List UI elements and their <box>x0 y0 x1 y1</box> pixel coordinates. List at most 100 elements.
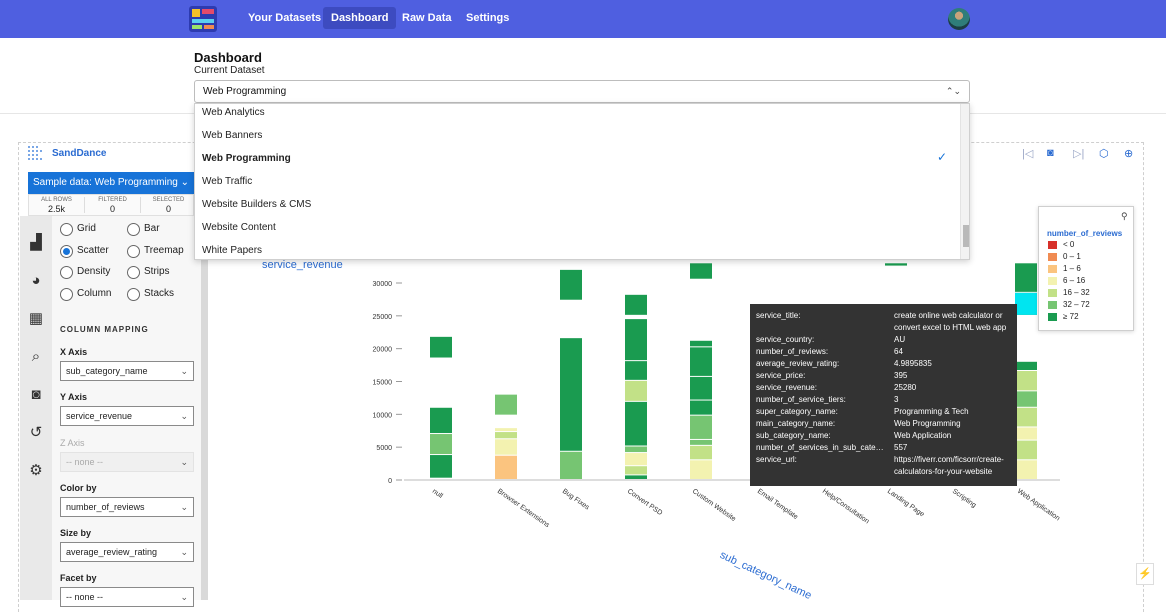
legend-item[interactable]: 6 – 16 <box>1048 276 1085 286</box>
legend-title[interactable]: number_of_reviews <box>1047 229 1123 238</box>
scrollbar-thumb[interactable] <box>963 225 969 247</box>
y-axis-dropdown[interactable]: service_revenue ⌄ <box>60 406 194 426</box>
data-bar-segment[interactable] <box>625 319 647 361</box>
x-axis-dropdown[interactable]: sub_category_name ⌄ <box>60 361 194 381</box>
data-bar-segment[interactable] <box>690 400 712 415</box>
table-icon[interactable]: ▦ <box>28 310 44 327</box>
data-bar-segment[interactable] <box>690 340 712 347</box>
radio-density[interactable]: Density <box>60 265 110 279</box>
data-bar-segment[interactable] <box>430 434 452 455</box>
first-icon[interactable]: |◁ <box>1022 148 1034 160</box>
legend-item[interactable]: 16 – 32 <box>1048 288 1090 298</box>
data-bar-segment[interactable] <box>430 336 452 358</box>
search-icon[interactable]: ⌕ <box>31 348 41 365</box>
color-by-dropdown[interactable]: number_of_reviews ⌄ <box>60 497 194 517</box>
data-bar-segment[interactable] <box>885 263 907 266</box>
data-bar-segment[interactable] <box>1015 263 1037 292</box>
data-bar-segment[interactable] <box>1015 361 1037 370</box>
dropdown-scrollbar[interactable] <box>960 104 969 259</box>
data-bar-segment[interactable] <box>690 347 712 376</box>
data-bar-segment[interactable] <box>625 294 647 315</box>
data-bar-segment[interactable] <box>1015 427 1037 440</box>
data-bar-segment[interactable] <box>1015 460 1037 479</box>
legend-item[interactable]: 0 – 1 <box>1048 252 1081 262</box>
data-bar-segment[interactable] <box>625 466 647 475</box>
data-bar-segment[interactable] <box>690 376 712 400</box>
radio-scatter[interactable]: Scatter <box>60 244 109 258</box>
history-icon[interactable]: ↺ <box>29 424 43 441</box>
count-label: SELECTED <box>152 197 185 203</box>
data-bar-segment[interactable] <box>1015 440 1037 460</box>
legend-item[interactable]: < 0 <box>1048 240 1074 250</box>
dataset-option[interactable]: Web Banners <box>202 130 263 141</box>
radio-treemap[interactable]: Treemap <box>127 244 184 258</box>
data-bar-segment[interactable] <box>690 445 712 460</box>
data-bar-segment[interactable] <box>690 439 712 445</box>
legend-item[interactable]: 32 – 72 <box>1048 300 1090 310</box>
data-bar-segment[interactable] <box>560 451 582 479</box>
camera-icon[interactable]: ◙ <box>1047 147 1054 159</box>
radio-strips[interactable]: Strips <box>127 265 170 279</box>
data-bar-segment[interactable] <box>1015 370 1037 391</box>
nav-dashboard[interactable]: Dashboard <box>323 7 397 29</box>
last-icon[interactable]: ▷| <box>1073 148 1085 160</box>
tooltip-key: number_of_reviews: <box>756 347 829 356</box>
chart-icon[interactable]: ▟ <box>30 234 42 251</box>
nav-your-datasets[interactable]: Your Datasets <box>248 12 322 24</box>
data-bar-segment[interactable] <box>495 432 517 439</box>
data-bar-segment[interactable] <box>495 455 517 479</box>
nav-raw-data[interactable]: Raw Data <box>402 12 452 24</box>
tooltip-key: service_url: <box>756 455 797 464</box>
dataset-option[interactable]: Website Content <box>202 222 276 233</box>
palette-icon[interactable]: ◕ <box>31 272 41 289</box>
y-tick-label: 0 <box>388 478 392 485</box>
data-bar-segment[interactable] <box>690 415 712 439</box>
camera-icon[interactable]: ◙ <box>31 386 41 403</box>
data-bar-segment[interactable] <box>430 455 452 478</box>
legend-swatch <box>1048 277 1057 285</box>
sample-data-button[interactable]: Sample data: Web Programming ⌄ <box>28 172 194 194</box>
data-bar-segment[interactable] <box>1015 407 1037 427</box>
size-by-dropdown[interactable]: average_review_rating ⌄ <box>60 542 194 562</box>
nav-settings[interactable]: Settings <box>466 12 510 24</box>
tooltip-key: sub_category_name: <box>756 431 831 440</box>
data-bar-segment[interactable] <box>495 439 517 455</box>
data-bar-segment[interactable] <box>560 269 582 300</box>
cube-icon[interactable]: ⬡ <box>1099 148 1109 160</box>
dataset-option-selected[interactable]: Web Programming <box>202 153 291 164</box>
data-bar-segment[interactable] <box>495 428 517 432</box>
data-bar-segment[interactable] <box>625 380 647 401</box>
radio-stacks[interactable]: Stacks <box>127 287 174 301</box>
data-bar-segment[interactable] <box>495 394 517 415</box>
user-avatar[interactable] <box>948 8 970 30</box>
data-bar-segment[interactable] <box>560 338 582 451</box>
data-bar-segment[interactable] <box>690 263 712 279</box>
dataset-option[interactable]: Web Traffic <box>202 176 253 187</box>
z-axis-label: Z Axis <box>60 438 85 448</box>
radio-bar[interactable]: Bar <box>127 222 160 236</box>
pin-icon[interactable]: ⚲ <box>1121 211 1128 221</box>
panel-scrollbar[interactable] <box>201 216 208 600</box>
radio-column[interactable]: Column <box>60 287 111 301</box>
gear-icon[interactable]: ⚙ <box>29 462 43 479</box>
dataset-option[interactable]: Website Builders & CMS <box>202 199 312 210</box>
legend-item[interactable]: 1 – 6 <box>1048 264 1081 274</box>
data-bar-segment[interactable] <box>625 401 647 446</box>
data-bar-segment[interactable] <box>625 361 647 380</box>
data-bar-segment[interactable] <box>1015 391 1037 407</box>
app-logo-icon[interactable] <box>186 2 220 36</box>
data-bar-segment[interactable] <box>625 475 647 479</box>
target-icon[interactable]: ⊕ <box>1124 148 1134 160</box>
dataset-option[interactable]: Web Analytics <box>202 107 265 118</box>
data-bar-segment[interactable] <box>625 446 647 453</box>
dataset-select[interactable]: Web Programming ⌃⌄ <box>194 80 970 103</box>
data-bar-segment[interactable] <box>430 407 452 434</box>
lightning-icon[interactable]: ⚡ <box>1136 563 1154 585</box>
legend-label: 1 – 6 <box>1063 264 1081 273</box>
dataset-option[interactable]: White Papers <box>202 245 263 256</box>
data-bar-segment[interactable] <box>690 460 712 479</box>
radio-grid[interactable]: Grid <box>60 222 96 236</box>
data-bar-segment[interactable] <box>625 453 647 466</box>
legend-item[interactable]: ≥ 72 <box>1048 312 1079 322</box>
